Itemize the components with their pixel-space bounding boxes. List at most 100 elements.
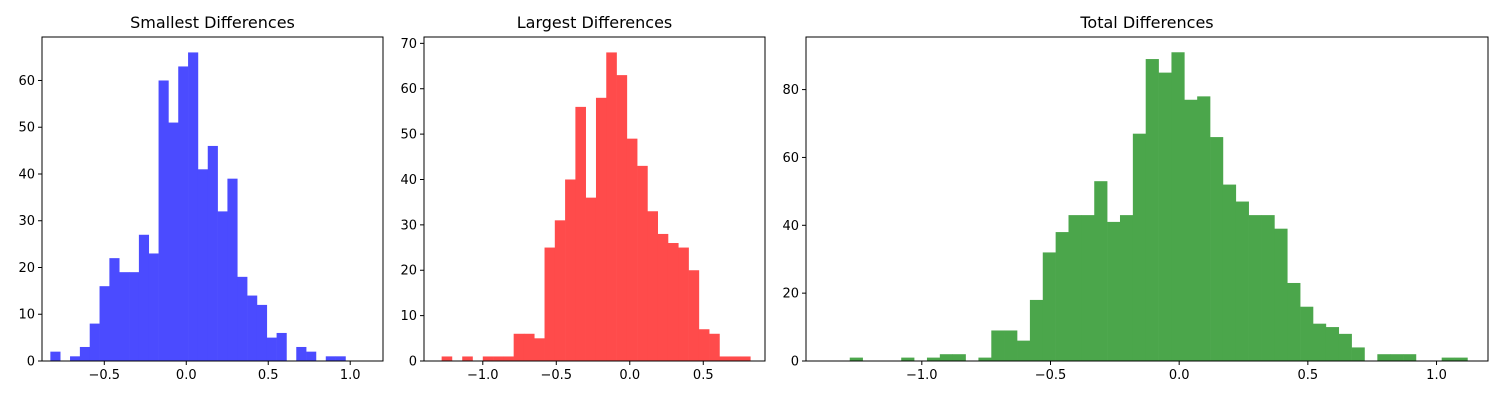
histogram-bar [197,169,209,361]
histogram-bar [1454,357,1468,361]
histogram-bar [595,97,607,361]
histogram-bar [1403,354,1417,361]
y-tick-label: 0 [791,355,799,370]
histogram-bar [575,106,586,361]
histogram-bar [626,138,638,361]
x-tick-label: 1.0 [340,368,361,383]
y-tick-label: 50 [400,128,417,143]
histogram-bar [1042,252,1056,361]
y-tick-label: 0 [409,355,417,370]
histogram-bar [1029,299,1044,361]
y-tick-label: 20 [18,261,35,276]
y-tick-label: 40 [400,173,417,188]
histogram-bar [1390,354,1404,361]
histogram-bar [1210,137,1224,361]
y-tick-label: 60 [18,74,35,89]
x-tick-label: 0.0 [619,368,640,383]
histogram-bar [99,286,110,361]
y-tick-label: 0 [27,355,35,370]
y-tick-label: 40 [18,167,35,182]
histogram-bar [1171,52,1185,362]
histogram-bar [657,233,669,361]
histogram-bar [1119,215,1134,361]
histogram-bar [1132,133,1147,361]
histogram-bar [168,122,179,361]
histogram-bar [237,276,248,361]
histogram-bar [148,253,159,361]
histogram-bar [178,66,189,361]
histogram-bar [719,356,731,361]
histogram-bar [678,247,689,361]
y-tick-label: 20 [400,264,417,279]
histogram-bar [513,333,525,361]
histogram-bar [158,80,169,361]
x-tick-label: 0.5 [258,368,279,383]
x-tick-label: 0.5 [693,368,714,383]
histogram-bar [1094,181,1108,361]
histogram-panel-1: −0.5 0.0 0.5 1.0 0 10 20 30 40 50 60 Smallest Diffe… [18,13,384,383]
histogram-bar [1287,282,1301,361]
histogram-bar [1235,201,1249,361]
y-tick-label: 40 [782,219,799,234]
chart-title: Total Differences [1079,13,1213,32]
y-tick-label: 70 [400,37,417,52]
histogram-bar [482,356,494,361]
histogram-bar [1325,327,1340,361]
histogram-bar [306,351,317,361]
histogram-bar [462,356,473,361]
x-tick-label: −0.5 [540,368,572,383]
histogram-bar [1274,228,1288,361]
histogram-bar [335,356,346,361]
y-tick-label: 50 [18,121,35,136]
histogram-bar [441,356,453,361]
x-tick-label: 0.5 [1298,368,1319,383]
histogram-bar [1004,330,1018,361]
histogram-bar [109,258,120,361]
histogram-bar [1068,215,1082,361]
histogram-bar [256,304,268,361]
histogram-bar [1197,96,1211,362]
histogram-bar [119,272,130,361]
y-tick-label: 60 [782,151,799,166]
histogram-bar [585,197,597,361]
histogram-bar [70,356,81,361]
histogram-bar [1351,347,1365,361]
y-tick-label: 30 [400,218,417,233]
histogram-bar [188,52,199,362]
histogram-bar [978,357,992,361]
histogram-bar [616,75,628,362]
histogram-bar [50,351,61,361]
y-tick-label: 10 [400,309,417,324]
histogram-bar [698,329,710,361]
x-tick-label: 0.0 [176,368,197,383]
chart-title: Smallest Differences [130,13,295,32]
histogram-bar [849,357,863,361]
histogram-bar [276,332,287,361]
axes-frame [805,36,1489,362]
histogram-bar [1377,354,1391,361]
histogram-bar [138,234,150,361]
histogram-bar [1017,340,1031,361]
y-tick-label: 10 [18,308,35,323]
chart-title: Largest Differences [517,13,673,32]
histogram-bar [1145,59,1159,362]
histogram-bar [667,243,679,361]
histogram-bar [207,145,218,361]
y-tick-label: 30 [18,214,35,229]
histogram-bar [1313,323,1327,361]
x-tick-label: −1.0 [906,368,938,383]
histogram-bar [217,211,228,361]
histogram-bar [523,333,535,361]
histogram-bar [939,354,953,361]
y-tick-label: 20 [782,287,799,302]
histogram-bar [1248,215,1262,361]
histogram-bar [534,338,545,361]
axes-frame [41,36,384,362]
histogram-bar [991,330,1005,361]
histogram-bar [129,272,140,361]
histogram-bar [503,356,514,361]
y-tick-label: 80 [782,83,799,98]
histogram-bar [565,179,576,361]
histogram-bar [1222,184,1237,361]
